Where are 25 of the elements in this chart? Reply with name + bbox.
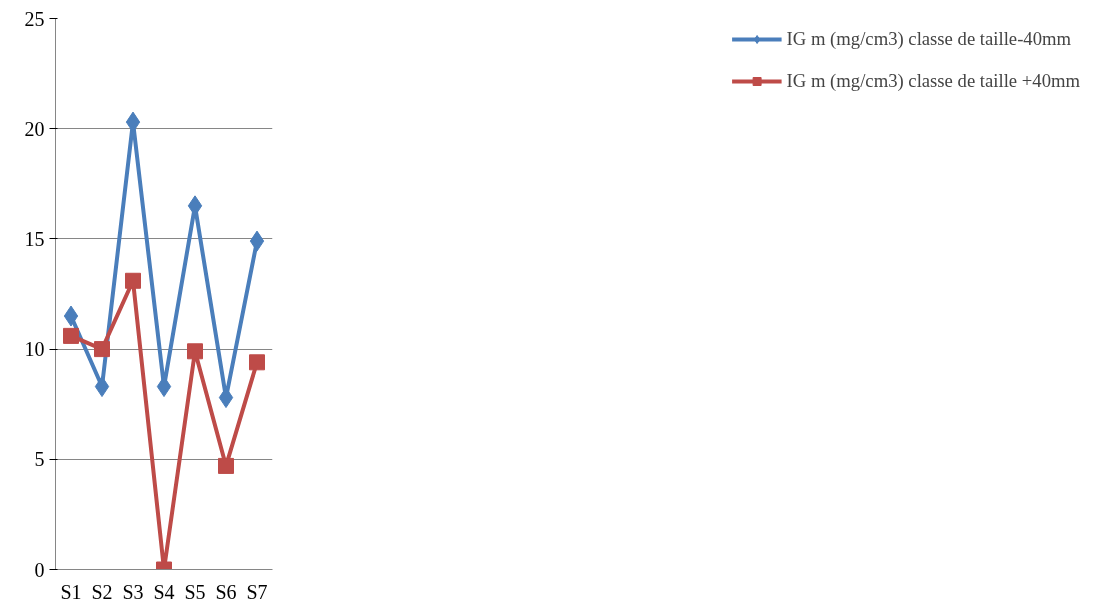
point <box>218 457 234 474</box>
point <box>63 327 79 344</box>
point <box>94 341 110 358</box>
y-tick-label: 20 <box>24 117 45 140</box>
x-tick-label: S6 <box>215 580 237 603</box>
point <box>125 272 141 289</box>
y-tick-label: 5 <box>34 448 45 471</box>
point <box>94 376 110 398</box>
point <box>63 305 79 327</box>
x-tick-label: S2 <box>91 580 113 603</box>
point <box>249 354 265 371</box>
x-tick-label: S1 <box>60 580 82 603</box>
y-tick-label: 10 <box>24 338 45 361</box>
point <box>156 376 172 398</box>
legend-label: IG m (mg/cm3) classe de taille +40mm <box>786 70 1080 92</box>
point <box>249 230 265 252</box>
y-tick-label: 15 <box>24 227 45 250</box>
point <box>187 343 203 360</box>
x-tick-label: S5 <box>184 580 206 603</box>
x-tick-label: S7 <box>246 580 268 603</box>
y-tick-label: 25 <box>24 7 45 30</box>
legend-label: IG m (mg/cm3) classe de taille-40mm <box>786 28 1072 50</box>
x-tick-label: S3 <box>122 580 144 603</box>
x-tick-label: S4 <box>153 580 175 603</box>
y-tick-label: 0 <box>34 558 45 581</box>
